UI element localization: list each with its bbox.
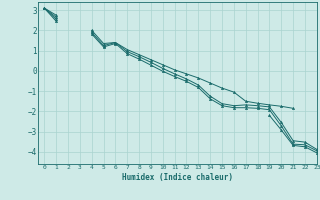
X-axis label: Humidex (Indice chaleur): Humidex (Indice chaleur) bbox=[122, 173, 233, 182]
